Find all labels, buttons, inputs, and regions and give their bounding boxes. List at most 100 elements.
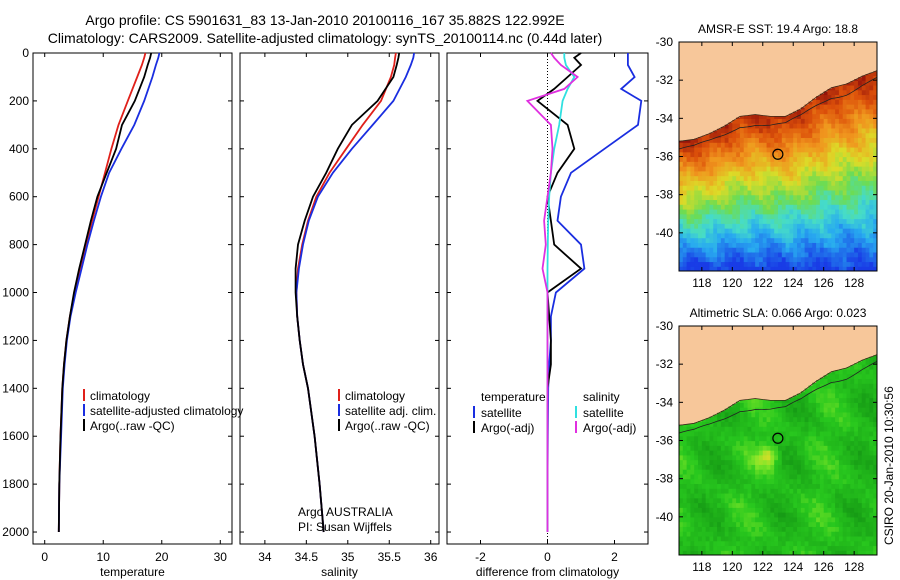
map-cell (736, 473, 741, 480)
map-cell (728, 156, 733, 162)
map-cell (758, 411, 764, 418)
map-cell (758, 127, 764, 134)
map-cell (705, 497, 711, 504)
map-cell (838, 383, 844, 389)
map-cell (850, 440, 855, 446)
map-cell (705, 435, 711, 442)
map-cell (838, 411, 844, 418)
map-cell (705, 146, 711, 153)
map-cell (698, 251, 703, 258)
map-cell (816, 411, 821, 418)
map-cell (743, 137, 749, 143)
map-cell (724, 189, 730, 196)
map-cell (831, 416, 836, 423)
map-cell (778, 435, 783, 442)
map-cell (819, 170, 825, 177)
map-cell (789, 127, 794, 134)
map-cell (827, 185, 832, 191)
map-cell (686, 166, 692, 172)
map-cell (861, 378, 867, 384)
map-cell (717, 166, 722, 172)
map-cell (770, 175, 775, 181)
map-cell (827, 516, 832, 523)
map-cell (728, 430, 733, 437)
map-cell (797, 194, 802, 201)
map-cell (690, 142, 695, 148)
map-cell (800, 204, 806, 210)
map-cell (785, 411, 791, 418)
map-cell (713, 251, 718, 258)
map-cell (736, 469, 741, 475)
map-cell (842, 483, 848, 489)
map-cell (797, 540, 802, 547)
map-cell (838, 535, 844, 542)
map-cell (732, 237, 737, 243)
map-cell (838, 146, 844, 153)
map-cell (774, 497, 779, 504)
map-cell (823, 464, 829, 470)
map-cell (778, 116, 783, 119)
map-cell (873, 378, 877, 384)
map-cell (743, 132, 749, 139)
map-cell (800, 170, 806, 177)
map-cell (736, 237, 741, 243)
map-cell (774, 531, 779, 537)
map-cell (831, 507, 836, 513)
map-cell (812, 108, 817, 115)
map-cell (770, 516, 775, 523)
map-cell (682, 424, 688, 427)
map-cell (713, 261, 718, 267)
map-cell (869, 492, 874, 499)
map-cell (774, 507, 779, 513)
map-cell (774, 261, 779, 267)
map-cell (713, 473, 718, 480)
map-cell (770, 189, 775, 196)
map-cell (751, 535, 756, 542)
map-cell (781, 488, 787, 494)
map-cell (751, 426, 756, 432)
map-cell (701, 426, 707, 432)
map-cell (819, 204, 825, 210)
map-cell (793, 194, 798, 201)
map-cell (774, 123, 779, 129)
map-cell (762, 545, 768, 551)
map-cell (846, 469, 851, 475)
map-cell (778, 521, 783, 527)
map-cell (869, 261, 874, 267)
map-cell (751, 421, 756, 427)
map-cell (819, 132, 825, 139)
map-cell (816, 151, 821, 158)
map-cell (797, 445, 802, 451)
map-cell (679, 459, 684, 465)
map-cell (743, 232, 749, 239)
map-cell (762, 242, 768, 248)
map-cell (808, 502, 813, 508)
map-cell (854, 421, 859, 427)
map-cell (762, 430, 768, 437)
map-cell (865, 156, 870, 162)
map-cell (781, 118, 787, 124)
map-cell (797, 426, 802, 432)
map-cell (869, 512, 874, 518)
map-cell (770, 218, 775, 224)
map-cell (785, 127, 791, 134)
map-cell (827, 435, 832, 442)
map-cell (701, 189, 707, 196)
map-cell (869, 407, 874, 413)
map-cell (846, 94, 851, 100)
map-cell (808, 426, 813, 432)
map-cell (789, 218, 794, 224)
map-cell (781, 228, 787, 234)
map-cell (694, 464, 699, 470)
map-cell (686, 199, 692, 205)
map-cell (854, 531, 859, 537)
map-cell (835, 118, 840, 124)
map-cell (785, 266, 791, 271)
map-cell (755, 189, 760, 196)
map-cell (819, 507, 825, 513)
map-cell (823, 492, 829, 499)
map-cell (781, 402, 787, 408)
y-tick-label: 1400 (2, 381, 29, 395)
map-cell (774, 127, 779, 134)
map-cell (785, 156, 791, 162)
